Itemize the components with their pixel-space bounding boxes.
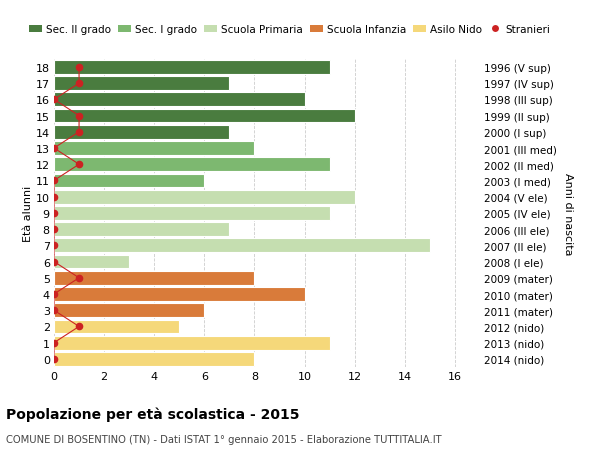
Bar xyxy=(54,287,305,301)
Bar xyxy=(54,255,129,269)
Y-axis label: Età alunni: Età alunni xyxy=(23,185,33,241)
Bar xyxy=(54,93,305,107)
Bar xyxy=(54,126,229,140)
Bar xyxy=(54,207,329,220)
Bar xyxy=(54,142,254,156)
Bar xyxy=(54,271,254,285)
Bar xyxy=(54,158,329,172)
Bar xyxy=(54,239,430,253)
Text: COMUNE DI BOSENTINO (TN) - Dati ISTAT 1° gennaio 2015 - Elaborazione TUTTITALIA.: COMUNE DI BOSENTINO (TN) - Dati ISTAT 1°… xyxy=(6,434,442,444)
Bar xyxy=(54,304,205,318)
Legend: Sec. II grado, Sec. I grado, Scuola Primaria, Scuola Infanzia, Asilo Nido, Stran: Sec. II grado, Sec. I grado, Scuola Prim… xyxy=(29,25,551,35)
Y-axis label: Anni di nascita: Anni di nascita xyxy=(563,172,572,255)
Bar xyxy=(54,352,254,366)
Bar xyxy=(54,109,355,123)
Bar xyxy=(54,174,205,188)
Bar xyxy=(54,61,329,75)
Bar xyxy=(54,190,355,204)
Bar xyxy=(54,336,329,350)
Bar xyxy=(54,77,229,91)
Text: Popolazione per età scolastica - 2015: Popolazione per età scolastica - 2015 xyxy=(6,406,299,421)
Bar xyxy=(54,223,229,236)
Bar xyxy=(54,320,179,334)
